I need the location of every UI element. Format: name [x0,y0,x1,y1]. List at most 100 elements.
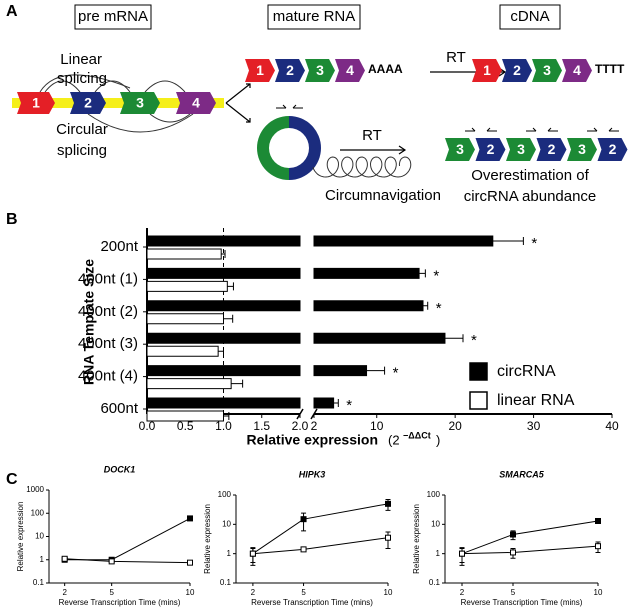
x-tick-label: 10 [594,588,603,597]
exon [567,138,597,161]
exon-label: 1 [483,62,491,78]
bar [146,313,224,325]
series-line [252,503,389,555]
circumnavigation-label: Circumnavigation [325,187,441,204]
marker [300,516,307,523]
exon [536,138,567,161]
exon [562,59,592,82]
exon-label: 2 [548,141,556,157]
stage-label: cDNA [510,8,549,25]
legend-swatch [469,362,488,381]
exon [502,59,532,82]
panel-label: C [6,471,18,488]
exon-label: 1 [256,62,264,78]
stage-label: mature RNA [273,8,356,25]
y-tick-label: 1 [436,549,441,558]
panel-label: B [6,211,18,228]
significance: * [346,397,352,414]
error-bar [423,301,429,310]
y-tick-label: 400nt (2) [78,303,138,320]
y-tick-label: 10 [431,519,440,528]
primers [465,127,619,132]
marker [595,517,601,524]
exon [305,59,335,82]
x-axis-unit: −ΔΔCt [403,430,431,440]
error-bar [333,399,339,407]
exon-label: 4 [573,62,581,78]
bar [146,280,228,292]
y-tick-label: 400nt (4) [78,368,138,385]
x-tick-label: 2 [460,588,465,597]
exon [176,92,216,114]
marker [385,534,391,541]
exon-label: 2 [609,141,617,157]
circ-exon-shape [257,116,289,180]
error-bar [366,366,386,375]
error-bar [419,269,426,278]
primers [276,104,303,109]
exon [597,138,628,161]
y-tick-label: 200nt [100,238,138,255]
stage-box [74,4,152,30]
x-tick-label: 5 [301,588,306,597]
exon [275,59,305,82]
exon [532,59,562,82]
exon-label: 2 [487,141,495,157]
exon-label: 3 [136,95,144,111]
y-tick-label: 10 [222,519,231,528]
exon [120,92,160,114]
rt-label: RT [446,49,466,66]
marker [61,555,68,562]
intron-strand [12,98,224,108]
rt-label: RT [362,127,382,144]
marker [108,558,115,565]
error-bar [223,314,234,323]
exon [506,138,536,161]
stage-label: pre mRNA [78,8,148,25]
x-tick-label: 2 [62,588,67,597]
bar [146,397,335,409]
circ-exon-shape [289,116,321,180]
arrows [225,67,507,155]
series-line [64,558,191,564]
splice-label: splicing [57,70,107,87]
marker [510,531,516,538]
exon [335,59,365,82]
overestimation-label: Overestimation of [471,167,589,184]
exon [472,59,502,82]
marker [510,549,516,556]
bar [146,248,222,260]
chart-title: SMARCA5 [499,469,544,479]
exon-label: 3 [316,62,324,78]
x-axis-unit: (2 [388,432,400,447]
error-bar [227,282,234,291]
exon [475,138,506,161]
error-bar [218,347,224,356]
y-tick-label: 400nt (1) [78,270,138,287]
significance: * [471,332,477,349]
splice-label: splicing [57,142,107,159]
error-bar [444,334,464,343]
y-tick-label: 400nt (3) [78,335,138,352]
marker [249,550,256,557]
stage-box [499,4,561,30]
y-tick-label: 1 [40,555,45,564]
exon-label: 3 [517,141,525,157]
x-axis-label: Reverse Transcription Time (mins) [251,598,373,607]
y-tick-label: 600nt [100,400,138,417]
y-axis-label: Relative expression [16,502,25,572]
error-bar [221,250,226,258]
poly-t: TTTT [595,62,625,76]
series-line [461,545,599,555]
y-tick-label: 100 [427,490,441,499]
x-tick-label: 40 [605,419,619,433]
x-tick-label: 1.0 [215,419,232,433]
x-tick-label: 2 [251,588,256,597]
bar [146,345,219,357]
significance: * [531,235,537,252]
y-axis-label: Relative expression [203,504,212,574]
y-tick-label: 10 [35,532,44,541]
x-tick-label: 5 [109,588,114,597]
x-tick-label: 2.0 [292,419,309,433]
